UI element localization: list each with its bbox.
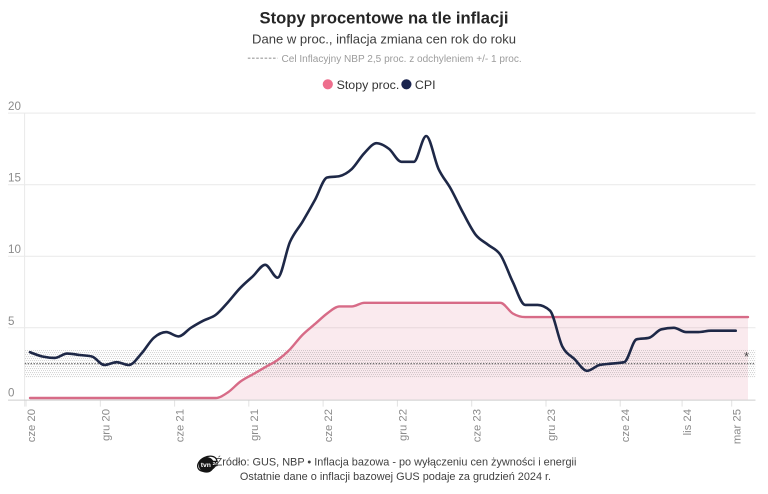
svg-text:CPI: CPI	[415, 78, 436, 92]
svg-text:20: 20	[8, 100, 21, 113]
svg-text:Stopy proc.: Stopy proc.	[337, 78, 400, 92]
svg-text:cze 21: cze 21	[175, 409, 187, 442]
svg-text:cze 22: cze 22	[323, 409, 335, 442]
svg-text:15: 15	[8, 172, 21, 185]
svg-text:10: 10	[8, 243, 21, 256]
svg-text:5: 5	[8, 315, 14, 328]
svg-text:mar 25: mar 25	[732, 409, 744, 444]
svg-text:gru 20: gru 20	[100, 409, 112, 441]
svg-text:Dane w proc., inflacja zmiana: Dane w proc., inflacja zmiana cen rok do…	[252, 31, 516, 46]
svg-text:cze 20: cze 20	[26, 409, 38, 442]
svg-text:Ostatnie dane o inflacji bazow: Ostatnie dane o inflacji bazowej GUS pod…	[240, 471, 551, 483]
svg-text:Stopy procentowe na tle inflac: Stopy procentowe na tle inflacji	[260, 8, 509, 27]
svg-text:cze 24: cze 24	[620, 409, 632, 442]
svg-text:cze 23: cze 23	[472, 409, 484, 442]
svg-text:gru 21: gru 21	[249, 409, 261, 441]
svg-text:gru 22: gru 22	[397, 409, 409, 441]
svg-text:tvn: tvn	[201, 462, 211, 469]
svg-text:Źródło: GUS, NBP • Inflacja ba: Źródło: GUS, NBP • Inflacja bazowa - po …	[216, 455, 577, 468]
svg-text:24: 24	[213, 461, 219, 466]
svg-text:Cel Inflacyjny NBP 2,5 proc. z: Cel Inflacyjny NBP 2,5 proc. z odchyleni…	[282, 54, 522, 65]
svg-text:0: 0	[8, 386, 14, 399]
svg-text:lis 24: lis 24	[682, 409, 694, 435]
svg-text:*: *	[744, 349, 749, 364]
svg-text:gru 23: gru 23	[546, 409, 558, 441]
